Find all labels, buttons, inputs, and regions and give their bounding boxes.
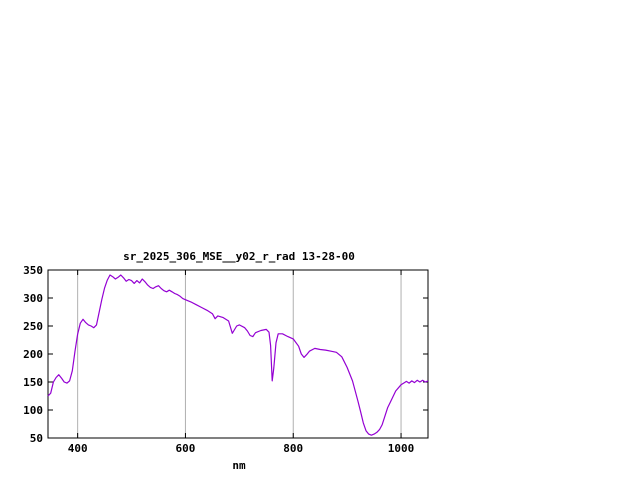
y-tick-label: 50 [30, 432, 43, 445]
y-tick-label: 200 [23, 348, 43, 361]
y-tick-label: 350 [23, 264, 43, 277]
x-axis-label: nm [232, 459, 246, 472]
y-tick-label: 100 [23, 404, 43, 417]
chart-title: sr_2025_306_MSE__y02_r_rad 13-28-00 [123, 250, 355, 263]
x-tick-label: 800 [283, 442, 303, 455]
y-tick-label: 300 [23, 292, 43, 305]
x-tick-label: 600 [176, 442, 196, 455]
x-tick-label: 400 [68, 442, 88, 455]
spectrum-line [47, 274, 429, 436]
x-tick-label: 1000 [388, 442, 415, 455]
plot-border [47, 269, 429, 439]
y-tick-label: 250 [23, 320, 43, 333]
y-tick-label: 150 [23, 376, 43, 389]
